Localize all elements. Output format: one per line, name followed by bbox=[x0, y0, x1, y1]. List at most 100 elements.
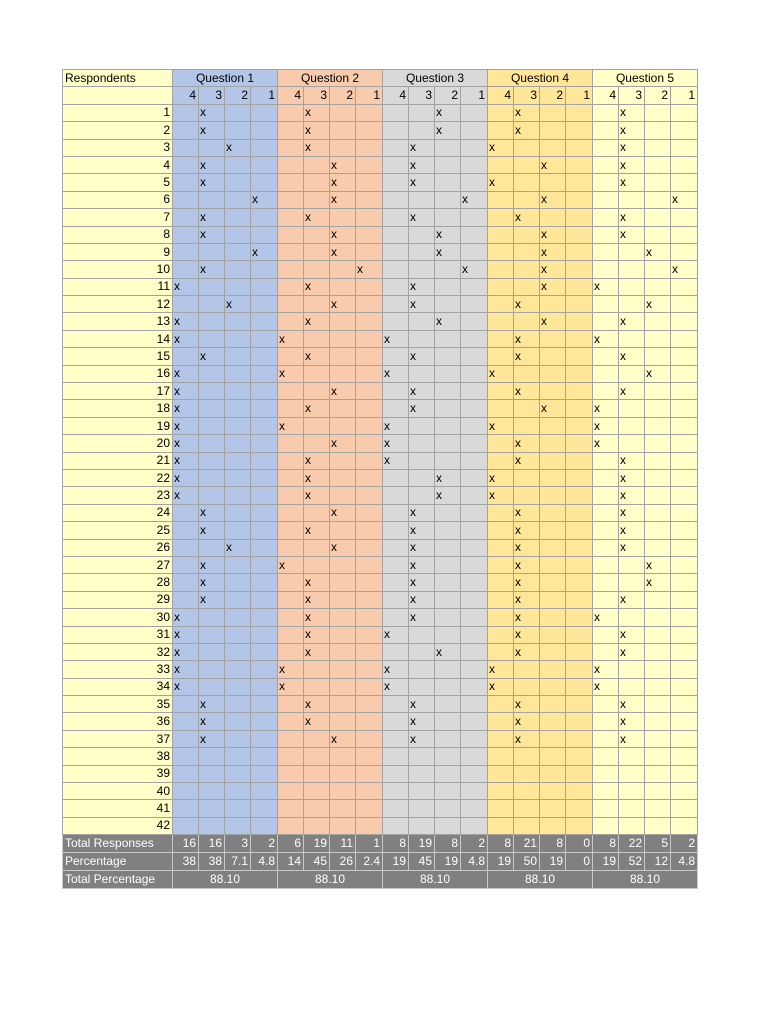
response-cell[interactable] bbox=[513, 138, 540, 157]
response-cell[interactable] bbox=[670, 121, 698, 140]
response-cell[interactable]: x bbox=[224, 538, 251, 557]
response-cell[interactable] bbox=[487, 382, 514, 401]
response-cell[interactable] bbox=[434, 608, 461, 627]
response-cell[interactable]: x bbox=[513, 712, 540, 731]
response-cell[interactable]: x bbox=[408, 608, 435, 627]
response-cell[interactable]: x bbox=[618, 695, 645, 714]
response-cell[interactable] bbox=[670, 799, 698, 818]
response-cell[interactable] bbox=[460, 434, 488, 453]
response-cell[interactable] bbox=[487, 434, 514, 453]
response-cell[interactable]: x bbox=[382, 434, 409, 453]
response-cell[interactable]: x bbox=[618, 208, 645, 227]
scale-header-cell[interactable]: 3 bbox=[198, 86, 225, 105]
response-cell[interactable]: x bbox=[172, 677, 199, 697]
response-cell[interactable] bbox=[329, 799, 356, 818]
response-cell[interactable] bbox=[670, 242, 698, 262]
response-cell[interactable] bbox=[618, 782, 645, 801]
response-cell[interactable] bbox=[224, 816, 251, 836]
response-cell[interactable]: x bbox=[487, 486, 514, 505]
respondent-number[interactable]: 16 bbox=[62, 364, 173, 384]
response-cell[interactable] bbox=[592, 103, 619, 123]
response-cell[interactable]: x bbox=[487, 364, 514, 384]
respondent-number[interactable]: 1 bbox=[62, 103, 173, 123]
response-cell[interactable] bbox=[277, 155, 304, 175]
response-cell[interactable]: x bbox=[434, 642, 461, 662]
response-cell[interactable]: x bbox=[250, 242, 278, 262]
response-cell[interactable] bbox=[644, 416, 671, 436]
scale-header-cell[interactable]: 2 bbox=[644, 86, 671, 105]
response-cell[interactable] bbox=[592, 521, 619, 540]
response-cell[interactable] bbox=[670, 312, 698, 331]
response-cell[interactable]: x bbox=[592, 277, 619, 297]
response-cell[interactable] bbox=[408, 190, 435, 210]
response-cell[interactable] bbox=[565, 242, 593, 262]
response-cell[interactable]: x bbox=[303, 573, 330, 592]
response-cell[interactable]: x bbox=[644, 364, 671, 384]
response-cell[interactable] bbox=[460, 642, 488, 662]
response-cell[interactable]: x bbox=[198, 573, 225, 592]
response-cell[interactable] bbox=[198, 625, 225, 644]
response-cell[interactable] bbox=[618, 816, 645, 836]
response-cell[interactable] bbox=[198, 451, 225, 470]
response-cell[interactable] bbox=[355, 155, 383, 175]
response-cell[interactable] bbox=[434, 555, 461, 575]
response-cell[interactable] bbox=[198, 416, 225, 436]
response-cell[interactable] bbox=[644, 451, 671, 470]
response-cell[interactable] bbox=[644, 590, 671, 610]
response-cell[interactable] bbox=[250, 103, 278, 123]
response-cell[interactable] bbox=[539, 382, 566, 401]
response-cell[interactable]: x bbox=[618, 625, 645, 644]
response-cell[interactable]: x bbox=[487, 138, 514, 157]
response-cell[interactable] bbox=[670, 782, 698, 801]
response-cell[interactable]: x bbox=[172, 451, 199, 470]
response-cell[interactable]: x bbox=[408, 155, 435, 175]
response-cell[interactable] bbox=[277, 277, 304, 297]
response-cell[interactable] bbox=[198, 799, 225, 818]
response-cell[interactable] bbox=[329, 816, 356, 836]
response-cell[interactable] bbox=[670, 434, 698, 453]
response-cell[interactable] bbox=[434, 695, 461, 714]
response-cell[interactable] bbox=[224, 712, 251, 731]
response-cell[interactable] bbox=[172, 103, 199, 123]
percentage-row-value[interactable]: 50 bbox=[513, 852, 540, 872]
response-cell[interactable] bbox=[618, 329, 645, 349]
response-cell[interactable]: x bbox=[618, 468, 645, 488]
response-cell[interactable] bbox=[487, 295, 514, 314]
response-cell[interactable] bbox=[487, 712, 514, 731]
response-cell[interactable] bbox=[565, 121, 593, 140]
response-cell[interactable] bbox=[277, 138, 304, 157]
response-cell[interactable] bbox=[618, 660, 645, 679]
response-cell[interactable] bbox=[592, 642, 619, 662]
response-cell[interactable] bbox=[303, 416, 330, 436]
respondent-number[interactable]: 22 bbox=[62, 468, 173, 488]
response-cell[interactable] bbox=[172, 590, 199, 610]
response-cell[interactable] bbox=[277, 382, 304, 401]
response-cell[interactable]: x bbox=[172, 312, 199, 331]
response-cell[interactable] bbox=[329, 312, 356, 331]
response-cell[interactable]: x bbox=[198, 729, 225, 749]
response-cell[interactable] bbox=[329, 590, 356, 610]
response-cell[interactable] bbox=[329, 121, 356, 140]
response-cell[interactable] bbox=[434, 138, 461, 157]
response-cell[interactable]: x bbox=[618, 225, 645, 244]
response-cell[interactable] bbox=[303, 747, 330, 766]
response-cell[interactable] bbox=[172, 121, 199, 140]
response-cell[interactable] bbox=[618, 573, 645, 592]
response-cell[interactable]: x bbox=[487, 173, 514, 192]
response-cell[interactable] bbox=[513, 190, 540, 210]
response-cell[interactable] bbox=[434, 260, 461, 279]
response-cell[interactable] bbox=[460, 747, 488, 766]
response-cell[interactable] bbox=[487, 555, 514, 575]
response-cell[interactable] bbox=[224, 103, 251, 123]
response-cell[interactable] bbox=[382, 190, 409, 210]
response-cell[interactable] bbox=[434, 660, 461, 679]
response-cell[interactable] bbox=[172, 747, 199, 766]
response-cell[interactable] bbox=[539, 782, 566, 801]
scale-header-cell[interactable]: 3 bbox=[303, 86, 330, 105]
response-cell[interactable] bbox=[224, 782, 251, 801]
response-cell[interactable]: x bbox=[198, 121, 225, 140]
response-cell[interactable] bbox=[250, 434, 278, 453]
response-cell[interactable]: x bbox=[618, 347, 645, 366]
response-cell[interactable] bbox=[460, 608, 488, 627]
response-cell[interactable] bbox=[434, 538, 461, 557]
